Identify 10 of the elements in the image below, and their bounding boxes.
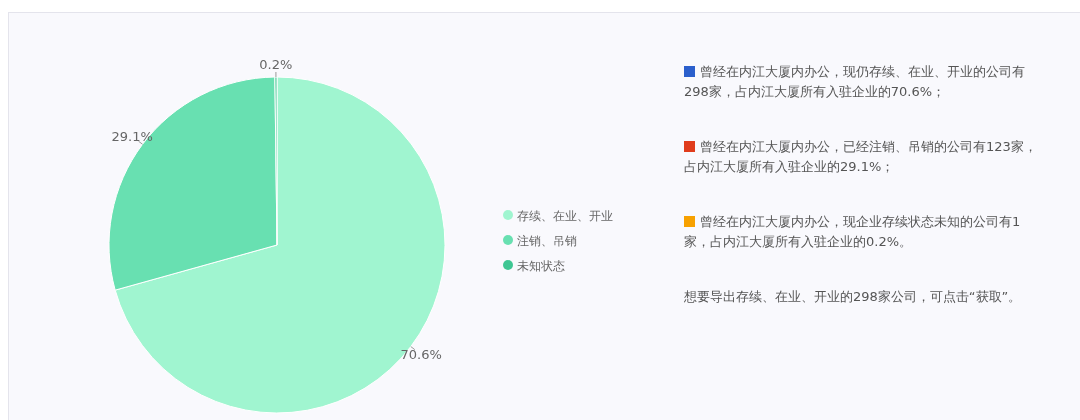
text: 曾经在内江大厦内办公，现企业存续状态未知的公司有1家，占内江大厦所有入驻企业的0.2%。: [684, 214, 1021, 249]
legend-label: 未知状态: [517, 258, 565, 273]
data-label: 29.1%: [111, 128, 153, 144]
legend-label: 存续、在业、开业: [517, 208, 613, 223]
legend-label: 注销、吊销: [517, 233, 577, 248]
data-label: 70.6%: [400, 346, 442, 362]
data-label: 0.2%: [259, 56, 293, 72]
text: 想要导出存续、在业、开业的298家公司，可点击“获取”。: [684, 289, 1022, 304]
text: 曾经在内江大厦内办公，现仍存续、在业、开业的公司有298家，占内江大厦所有入驻企业的70.6%；: [684, 64, 1025, 99]
text: 曾经在内江大厦内办公，已经注销、吊销的公司有123家，占内江大厦所有入驻企业的29.1%；: [684, 139, 1037, 174]
